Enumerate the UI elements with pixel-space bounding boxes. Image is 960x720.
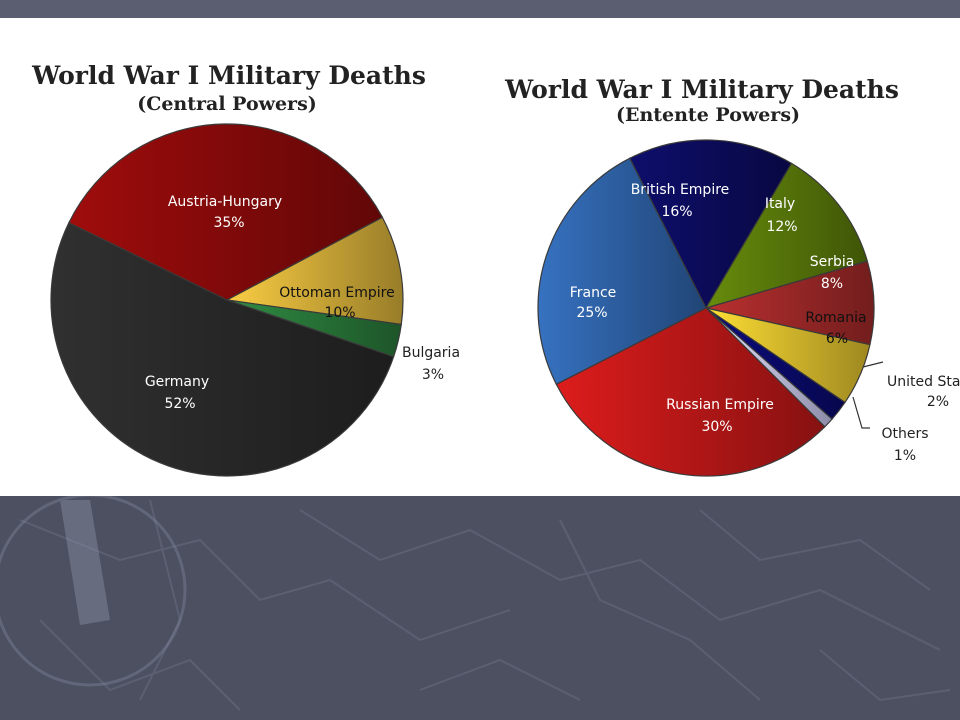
value-romania: 6% <box>826 331 848 347</box>
label-serbia: Serbia <box>810 254 855 270</box>
label-british-empire: British Empire <box>631 182 730 198</box>
label-germany: Germany <box>145 374 209 390</box>
entente-leaders <box>852 361 884 429</box>
entente-chart-title: World War I Military Deaths <box>504 75 899 104</box>
top-band <box>0 0 960 18</box>
pie-slice-russian-empire <box>555 307 826 477</box>
value-others: 1% <box>894 448 916 464</box>
pie-slice-british-empire <box>628 139 793 310</box>
label-france: France <box>570 285 617 301</box>
entente-labels: British Empire 16% Italy 12% Serbia 8% R… <box>570 182 960 464</box>
label-russian-empire: Russian Empire <box>666 397 774 413</box>
label-italy: Italy <box>765 196 795 212</box>
value-italy: 12% <box>766 219 797 235</box>
value-austria-hungary: 35% <box>213 215 244 231</box>
entente-slices <box>537 139 875 477</box>
label-ottoman-empire: Ottoman Empire <box>279 285 394 301</box>
pie-slice-france <box>537 157 707 386</box>
value-france: 25% <box>576 305 607 321</box>
pie-slice-austria-hungary <box>68 123 384 301</box>
value-ottoman-empire: 10% <box>324 305 355 321</box>
central-chart-title: World War I Military Deaths <box>31 61 426 90</box>
central-labels: Austria-Hungary 35% Ottoman Empire 10% B… <box>145 194 460 412</box>
entente-powers-pie-chart: World War I Military Deaths (Entente Pow… <box>504 75 960 477</box>
central-powers-pie-chart: World War I Military Deaths (Central Pow… <box>31 61 460 477</box>
pie-slice-italy <box>704 162 869 309</box>
leader-united-states <box>862 361 884 368</box>
label-united-states: United States <box>887 374 960 390</box>
value-united-states: 2% <box>927 394 949 410</box>
value-bulgaria: 3% <box>422 367 444 383</box>
label-others: Others <box>881 426 928 442</box>
label-romania: Romania <box>805 310 866 326</box>
value-russian-empire: 30% <box>701 419 732 435</box>
pie-slice-germany <box>50 222 395 477</box>
label-austria-hungary: Austria-Hungary <box>168 194 282 210</box>
central-slices <box>50 123 404 477</box>
label-bulgaria: Bulgaria <box>402 345 460 361</box>
value-british-empire: 16% <box>661 204 692 220</box>
entente-chart-subtitle: (Entente Powers) <box>616 104 800 126</box>
leader-others <box>852 396 870 429</box>
value-serbia: 8% <box>821 276 843 292</box>
value-germany: 52% <box>164 396 195 412</box>
central-chart-subtitle: (Central Powers) <box>137 93 317 115</box>
pie-slice-ottoman-empire <box>225 216 404 326</box>
